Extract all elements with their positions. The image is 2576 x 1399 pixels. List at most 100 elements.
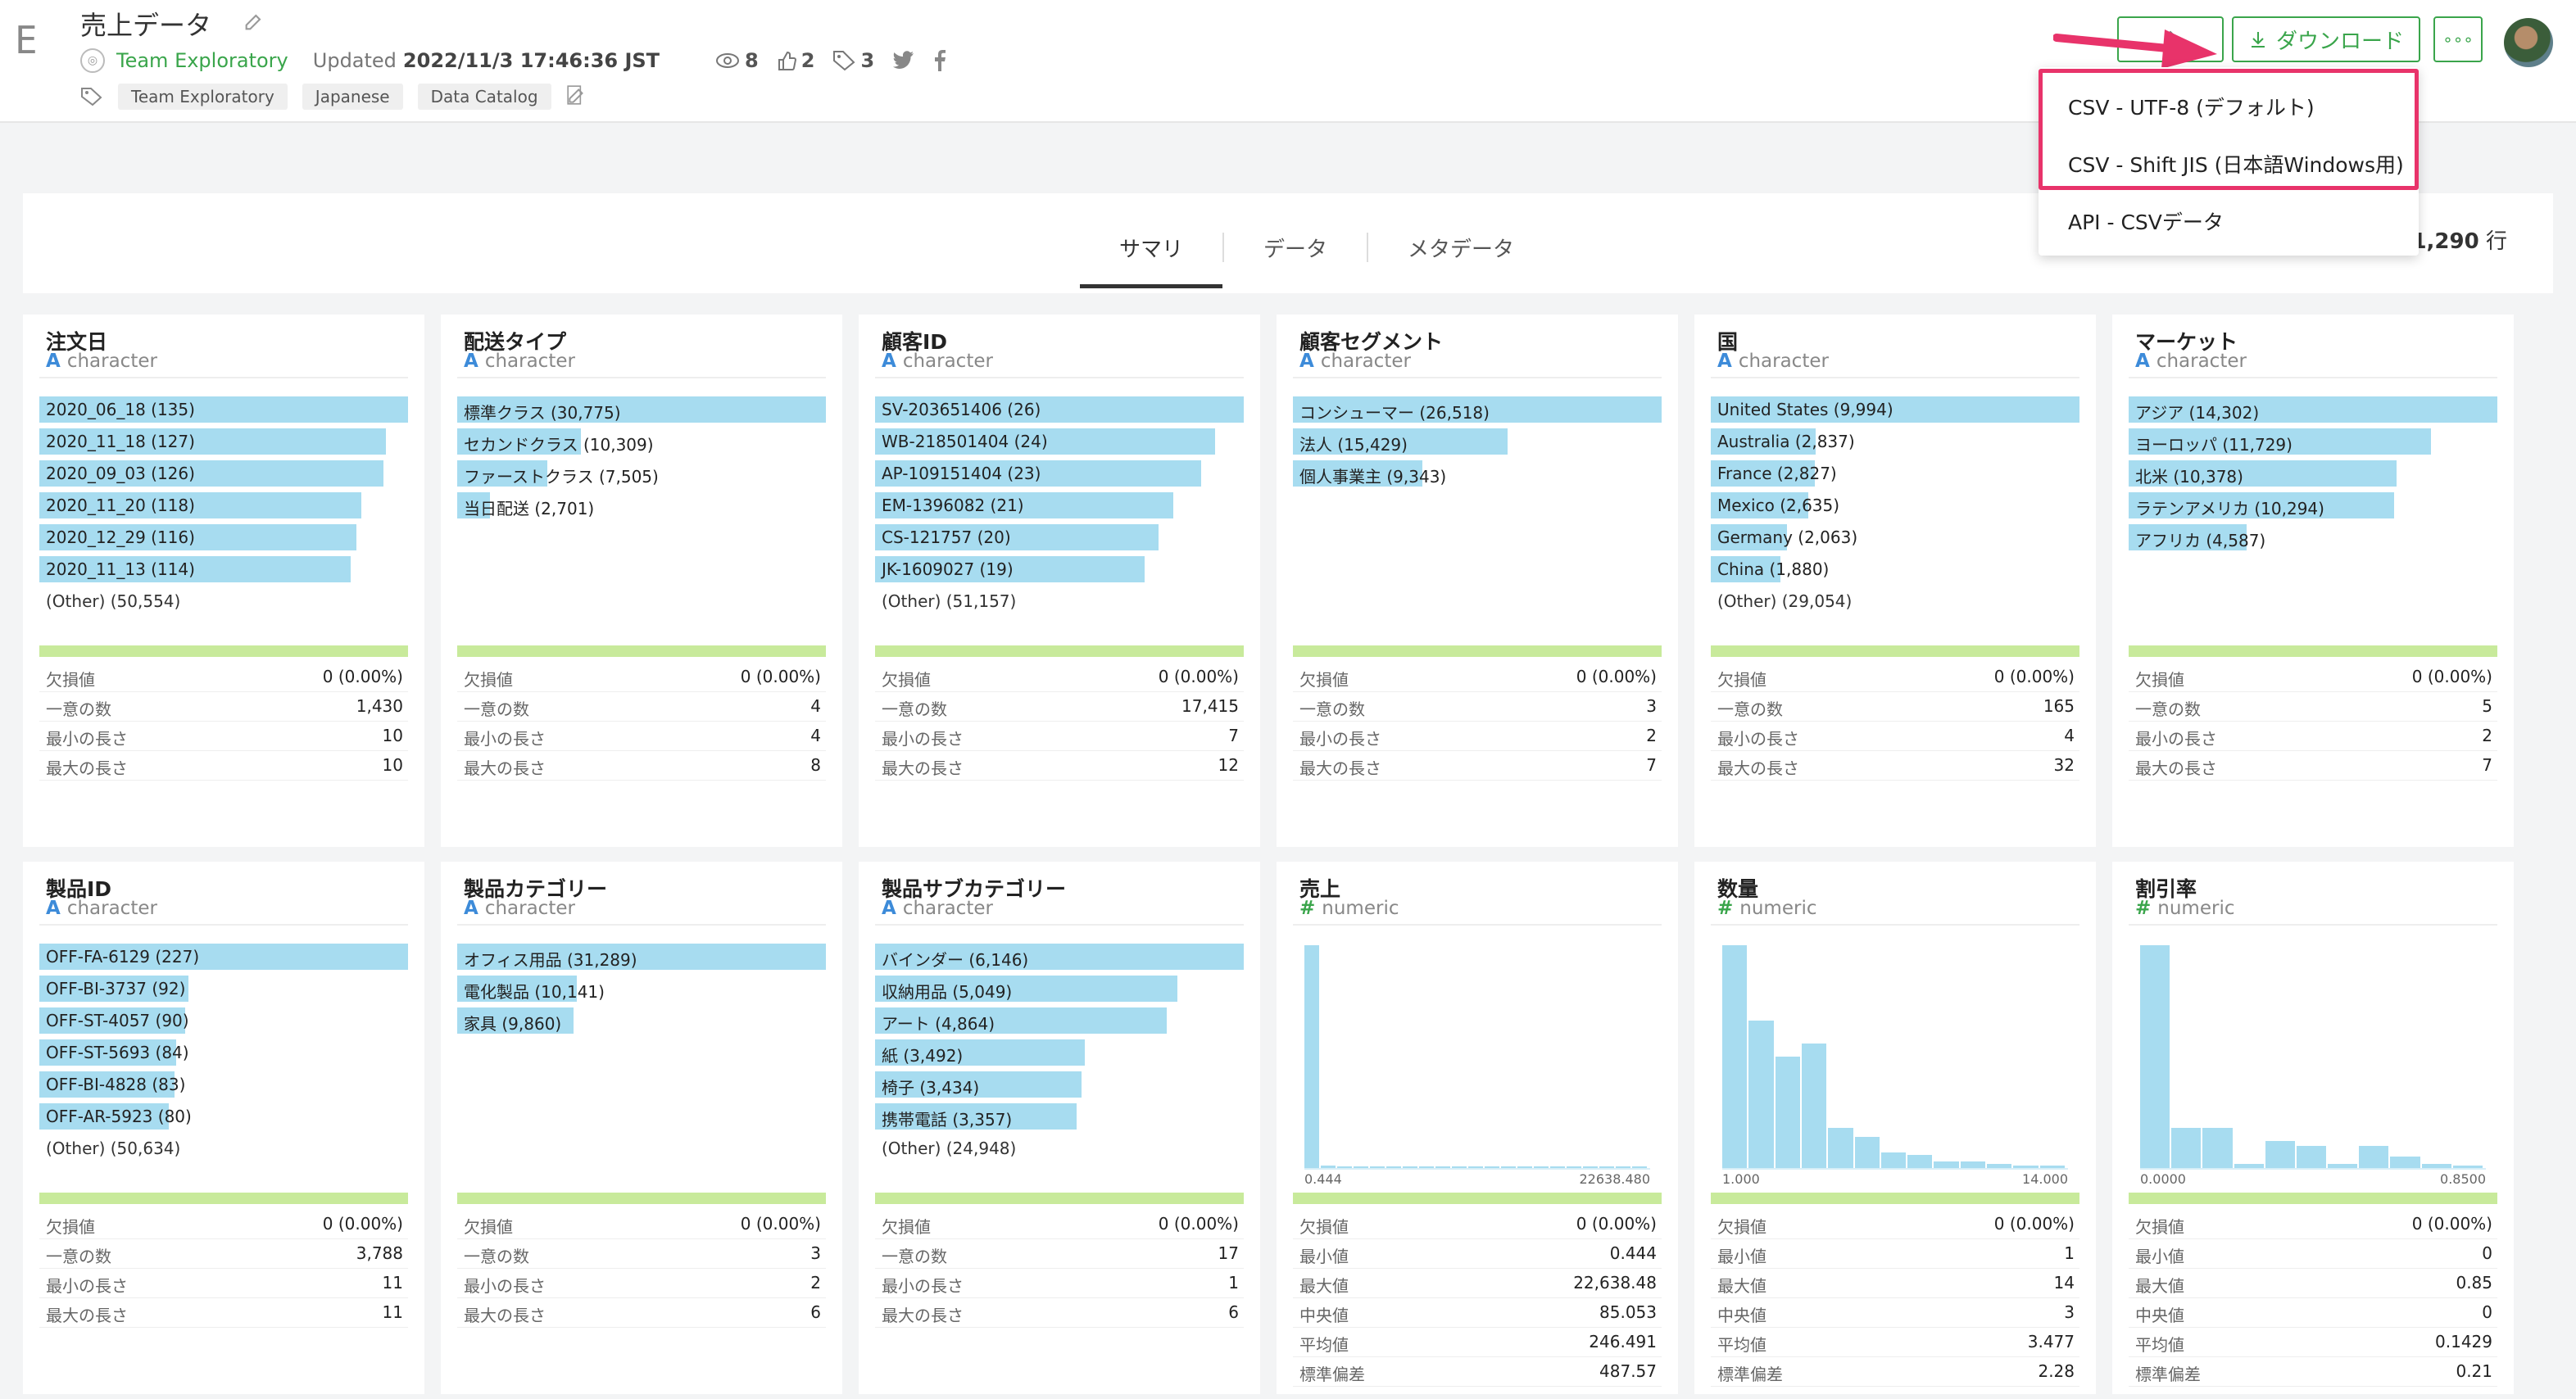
stat-value: 1 — [1228, 1273, 1239, 1293]
value-bar-row[interactable]: 当日配送 (2,701) — [457, 492, 826, 518]
value-bar-row[interactable]: OFF-AR-5923 (80) — [39, 1103, 408, 1130]
stat-value: 7 — [2482, 755, 2492, 775]
value-bar-row[interactable]: 2020_11_13 (114) — [39, 556, 408, 582]
more-options-button[interactable]: ∘∘∘ — [2433, 16, 2483, 62]
tab-summary[interactable]: サマリ — [1080, 223, 1223, 288]
value-bar-row[interactable]: Mexico (2,635) — [1711, 492, 2079, 518]
value-bar-row[interactable]: 2020_11_18 (127) — [39, 428, 408, 455]
row-count-unit: 行 — [2485, 229, 2507, 254]
value-bar-row[interactable]: オフィス用品 (31,289) — [457, 944, 826, 970]
menu-item-api-csv[interactable]: API - CSVデータ — [2068, 211, 2224, 234]
histogram-bar — [1534, 1166, 1549, 1168]
value-bar-label: AP-109151404 (23) — [882, 464, 1041, 483]
stat-value: 0.1429 — [2435, 1332, 2492, 1351]
value-bar-row[interactable]: アート (4,864) — [875, 1007, 1244, 1034]
value-bar-row[interactable]: ファーストクラス (7,505) — [457, 460, 826, 487]
stat-label: 最大値 — [1717, 1276, 1766, 1296]
menu-item-csv-utf8[interactable]: CSV - UTF-8 (デフォルト) — [2068, 96, 2315, 120]
value-bar-row[interactable]: 椅子 (3,434) — [875, 1071, 1244, 1098]
value-bar-row[interactable]: Australia (2,837) — [1711, 428, 2079, 455]
value-bar-row[interactable]: コンシューマー (26,518) — [1293, 396, 1662, 423]
value-bar-row[interactable]: AP-109151404 (23) — [875, 460, 1244, 487]
value-bar-row[interactable]: 法人 (15,429) — [1293, 428, 1662, 455]
edit-tags-icon[interactable] — [566, 84, 587, 109]
column-card[interactable]: 割引率 # numeric 0.0000 0.8500 欠損値 0 (0.00%) 最小値 0 最… — [2112, 862, 2514, 1394]
value-bar-row[interactable]: アフリカ (4,587) — [2129, 524, 2497, 550]
value-bar-row[interactable]: ヨーロッパ (11,729) — [2129, 428, 2497, 455]
value-bar-row[interactable]: 紙 (3,492) — [875, 1039, 1244, 1066]
value-bar-row[interactable]: 家具 (9,860) — [457, 1007, 826, 1034]
tag-chip[interactable]: Japanese — [302, 84, 403, 110]
tag-chip[interactable]: Data Catalog — [417, 84, 551, 110]
column-card[interactable]: 売上 # numeric 0.444 22638.480 欠損値 0 (0.00%) 最小値 0… — [1277, 862, 1678, 1394]
value-bar-label: China (1,880) — [1717, 559, 1830, 579]
stat-row: 最大の長さ 32 — [1711, 750, 2079, 781]
value-bar-row[interactable]: Germany (2,063) — [1711, 524, 2079, 550]
stat-row: 欠損値 0 (0.00%) — [39, 1209, 408, 1239]
value-bar-row[interactable]: France (2,827) — [1711, 460, 2079, 487]
value-bar-row[interactable]: 2020_11_20 (118) — [39, 492, 408, 518]
tab-metadata[interactable]: メタデータ — [1408, 237, 1515, 262]
menu-item-csv-sjis[interactable]: CSV - Shift JIS (日本語Windows用) — [2068, 153, 2404, 177]
value-bar-row[interactable]: 北米 (10,378) — [2129, 460, 2497, 487]
value-bar-row[interactable]: 2020_06_18 (135) — [39, 396, 408, 423]
value-bar-row[interactable]: China (1,880) — [1711, 556, 2079, 582]
value-bar-row[interactable]: JK-1609027 (19) — [875, 556, 1244, 582]
column-card[interactable]: 数量 # numeric 1.000 14.000 欠損値 0 (0.00%) 最小値 1 最大値… — [1694, 862, 2096, 1394]
tab-data[interactable]: データ — [1263, 237, 1328, 262]
tag-chip[interactable]: Team Exploratory — [118, 84, 288, 110]
twitter-icon[interactable] — [892, 51, 915, 70]
stat-value: 8 — [810, 755, 821, 775]
value-bar-row[interactable]: 個人事業主 (9,343) — [1293, 460, 1662, 487]
value-bar-row[interactable]: 2020_12_29 (116) — [39, 524, 408, 550]
value-bar-row[interactable]: OFF-BI-3737 (92) — [39, 976, 408, 1002]
value-bar-row[interactable]: セカンドクラス (10,309) — [457, 428, 826, 455]
stat-row: 最大値 14 — [1711, 1268, 2079, 1298]
stat-label: 最小値 — [1299, 1247, 1349, 1266]
download-button[interactable]: ダウンロード — [2232, 16, 2420, 62]
value-bar-row[interactable]: EM-1396082 (21) — [875, 492, 1244, 518]
value-bar-row[interactable]: WB-218501404 (24) — [875, 428, 1244, 455]
likes-stat[interactable]: 2 — [777, 49, 814, 72]
stat-row: 欠損値 0 (0.00%) — [457, 662, 826, 692]
team-link[interactable]: Team Exploratory — [116, 49, 288, 72]
value-bar-row[interactable]: OFF-ST-4057 (90) — [39, 1007, 408, 1034]
value-bar-row[interactable]: SV-203651406 (26) — [875, 396, 1244, 423]
divider — [1711, 924, 2079, 926]
divider — [875, 377, 1244, 378]
value-bar-row[interactable]: アジア (14,302) — [2129, 396, 2497, 423]
stat-label: 最小の長さ — [464, 729, 546, 749]
value-bar-row[interactable]: 電化製品 (10,141) — [457, 976, 826, 1002]
value-bar-label: バインダー (6,146) — [882, 950, 1029, 970]
value-bar-row[interactable]: OFF-FA-6129 (227) — [39, 944, 408, 970]
value-bar-row[interactable]: United States (9,994) — [1711, 396, 2079, 423]
facebook-icon[interactable] — [933, 50, 946, 71]
value-bar — [39, 556, 351, 582]
value-bar-row[interactable]: 収納用品 (5,049) — [875, 976, 1244, 1002]
value-bar-row[interactable]: 標準クラス (30,775) — [457, 396, 826, 423]
histogram-bar — [2421, 1164, 2451, 1168]
value-bar-row[interactable]: ラテンアメリカ (10,294) — [2129, 492, 2497, 518]
stat-label: 一意の数 — [882, 700, 947, 719]
value-bar-row[interactable]: OFF-BI-4828 (83) — [39, 1071, 408, 1098]
edit-title-icon[interactable] — [243, 10, 265, 36]
value-bar-row[interactable]: バインダー (6,146) — [875, 944, 1244, 970]
app-logo[interactable]: E — [15, 18, 38, 62]
value-bar-row[interactable]: CS-121757 (20) — [875, 524, 1244, 550]
stat-row: 最大の長さ 12 — [875, 750, 1244, 781]
stat-label: 中央値 — [1299, 1306, 1349, 1325]
value-bar-row[interactable]: 携帯電話 (3,357) — [875, 1103, 1244, 1130]
divider — [457, 377, 826, 378]
value-bar-row[interactable]: OFF-ST-5693 (84) — [39, 1039, 408, 1066]
value-bar-row[interactable]: 2020_09_03 (126) — [39, 460, 408, 487]
user-avatar[interactable] — [2504, 18, 2553, 67]
